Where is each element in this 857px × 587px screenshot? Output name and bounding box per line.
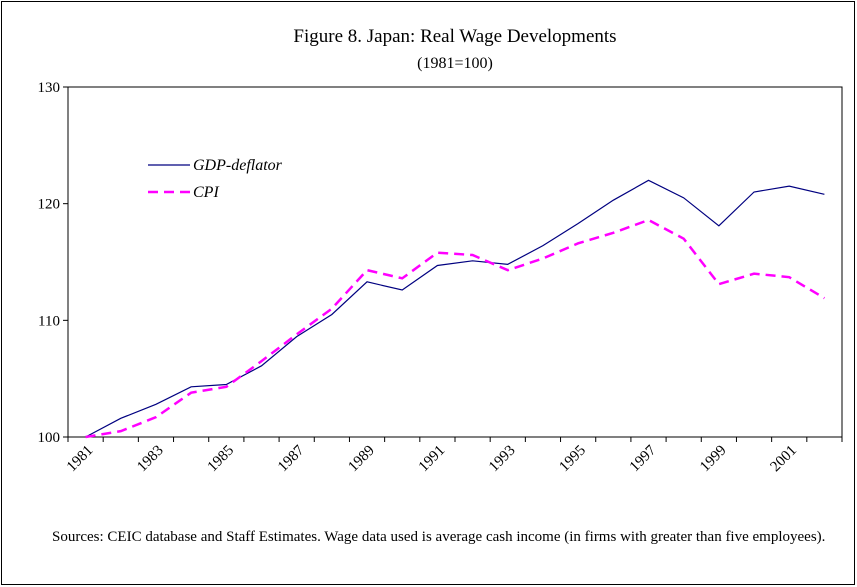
y-tick-label: 110 xyxy=(38,313,60,329)
series-line xyxy=(85,179,825,438)
plot-area xyxy=(67,86,843,438)
source-note: Sources: CEIC database and Staff Estimat… xyxy=(52,529,826,545)
x-tick-label: 1989 xyxy=(345,443,378,476)
x-tick-label: 1997 xyxy=(627,442,660,475)
x-tick-label: 1999 xyxy=(697,443,730,476)
y-tick-label: 120 xyxy=(38,197,61,213)
y-tick-label: 100 xyxy=(38,430,61,446)
x-tick-label: 1995 xyxy=(556,443,589,476)
chart-title: Figure 8. Japan: Real Wage Developments xyxy=(293,26,616,47)
legend-label: GDP-deflator xyxy=(193,157,283,174)
x-tick-label: 1987 xyxy=(275,442,308,475)
x-tick-label: 1985 xyxy=(205,443,238,476)
chart-subtitle: (1981=100) xyxy=(417,55,493,72)
x-tick-label: 1981 xyxy=(64,443,97,476)
x-tick-label: 1993 xyxy=(486,443,519,476)
x-tick-label: 1991 xyxy=(416,443,449,476)
y-tick-label: 130 xyxy=(38,80,61,96)
x-tick-label: 1983 xyxy=(134,443,167,476)
legend-label: CPI xyxy=(193,184,219,201)
series-line xyxy=(85,218,826,439)
x-tick-label: 2001 xyxy=(768,443,801,476)
